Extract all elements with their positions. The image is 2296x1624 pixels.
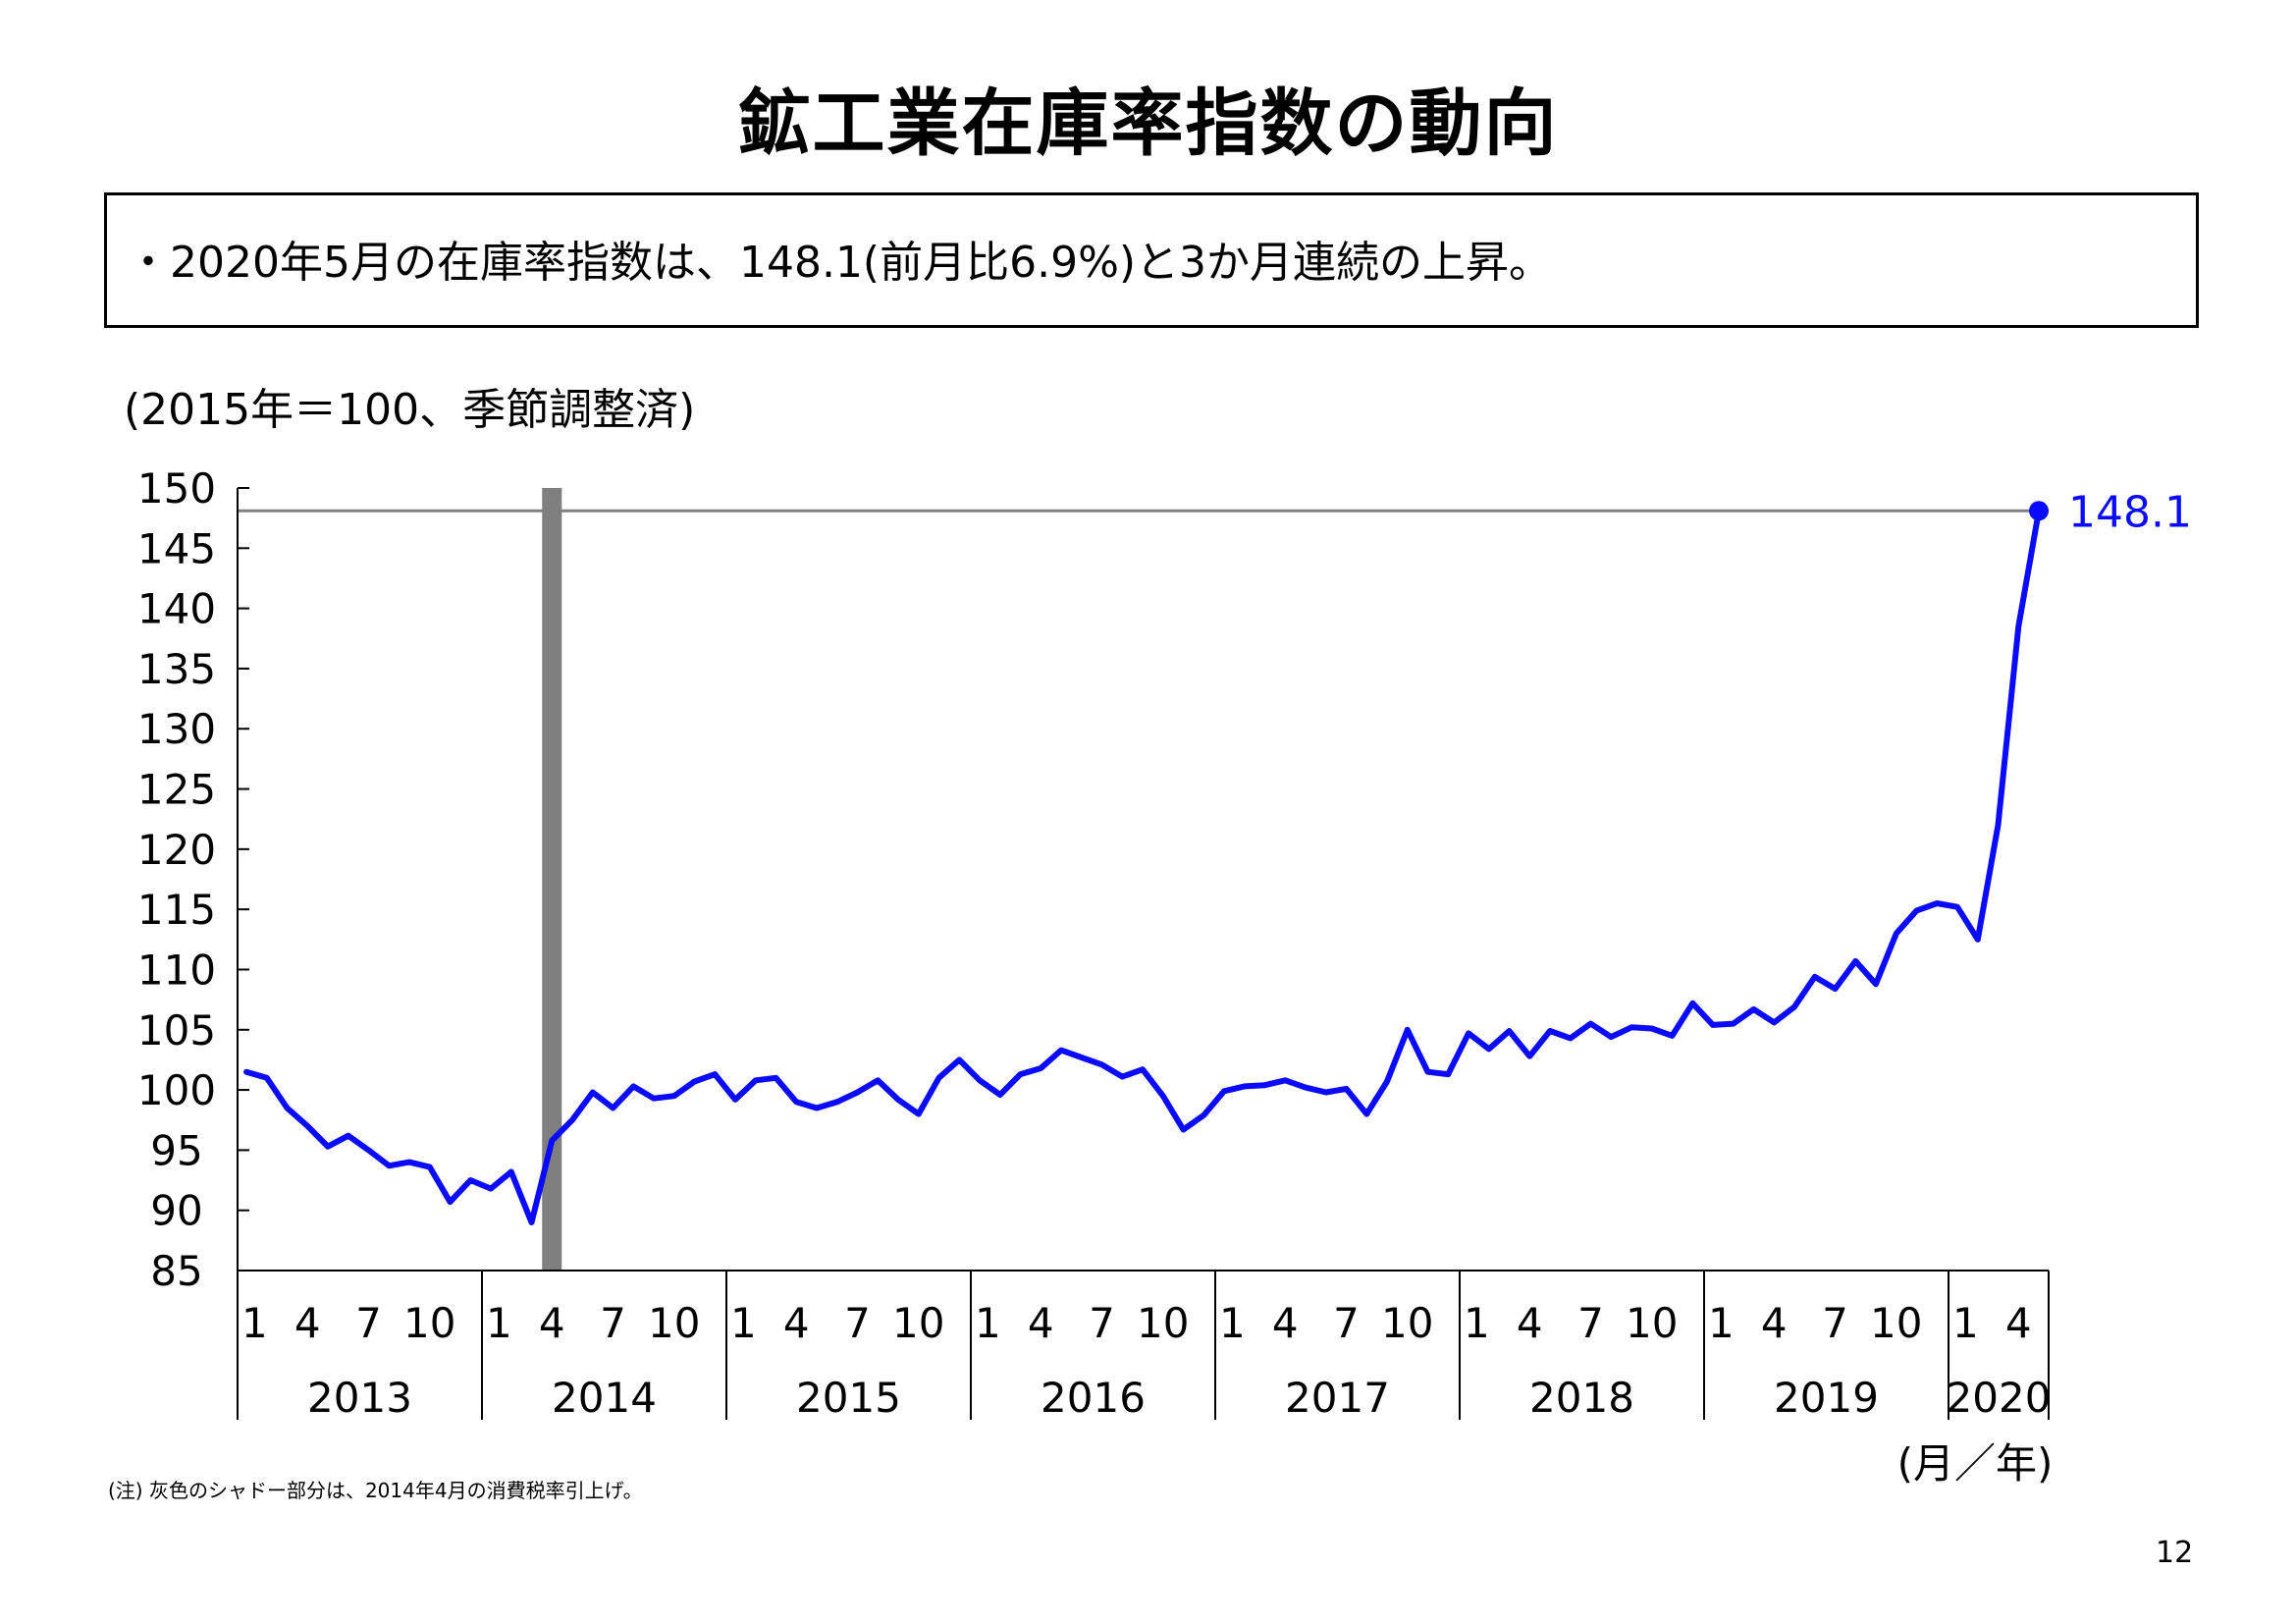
month-tick-label: 10 [1870,1299,1922,1347]
tax-hike-shade-layer [542,488,562,1271]
month-tick-label: 10 [892,1299,944,1347]
month-tick-label: 10 [403,1299,455,1347]
y-tick-label: 135 [137,645,216,693]
month-tick-label: 1 [486,1299,512,1347]
unit-label: (2015年＝100、季節調整済) [124,385,696,435]
y-tick-label: 125 [137,766,216,814]
page-title: 鉱工業在庫率指数の動向 [737,81,1559,166]
latest-point-marker [2029,501,2049,521]
y-tick-label: 95 [150,1126,202,1174]
month-tick-label: 1 [1464,1299,1490,1347]
year-label: 2017 [1285,1374,1390,1422]
month-tick-label: 4 [1028,1299,1054,1347]
summary-box: ・2020年5月の在庫率指数は、148.1(前月比6.9%)と3か月連続の上昇。 [104,192,2199,328]
y-tick-label: 130 [137,705,216,753]
month-tick-label: 4 [294,1299,321,1347]
page-number: 12 [2156,1536,2194,1570]
summary-text: ・2020年5月の在庫率指数は、148.1(前月比6.9%)と3か月連続の上昇。 [127,238,1553,288]
month-tick-label: 1 [1219,1299,1246,1347]
y-tick-label: 85 [150,1247,202,1295]
year-label: 2013 [307,1374,412,1422]
series-layer [243,508,2042,1225]
year-label: 2018 [1529,1374,1634,1422]
x-axis-title: (月／年) [1897,1439,2054,1488]
month-tick-label: 1 [1708,1299,1735,1347]
y-tick-label: 120 [137,826,216,874]
y-tick-label: 150 [137,464,216,513]
y-tick-label: 140 [137,585,216,633]
month-tick-label: 7 [1822,1299,1848,1347]
year-label: 2019 [1774,1374,1879,1422]
month-tick-label: 4 [783,1299,810,1347]
month-tick-label: 10 [1381,1299,1433,1347]
y-tick-label: 100 [137,1066,216,1114]
month-tick-label: 4 [1272,1299,1299,1347]
year-label: 2020 [1947,1374,2052,1422]
inventory-ratio-line [243,508,2042,1225]
latest-value-label: 148.1 [2068,487,2192,537]
y-tick-label: 115 [137,886,216,934]
tax-hike-shade [542,488,562,1271]
month-tick-label: 10 [1626,1299,1678,1347]
year-label: 2015 [796,1374,901,1422]
month-tick-label: 4 [2005,1299,2032,1347]
y-tick-label: 90 [150,1187,202,1235]
y-tick-label: 110 [137,946,216,994]
month-tick-label: 10 [648,1299,700,1347]
month-tick-label: 4 [1761,1299,1788,1347]
month-tick-label: 7 [1577,1299,1604,1347]
month-tick-label: 10 [1137,1299,1189,1347]
month-tick-label: 7 [600,1299,626,1347]
month-tick-label: 7 [844,1299,871,1347]
month-tick-label: 7 [1089,1299,1115,1347]
marker-layer: 148.1 [2029,487,2192,537]
month-tick-label: 1 [975,1299,1001,1347]
y-tick-label: 105 [137,1006,216,1055]
year-label: 2014 [552,1374,657,1422]
month-tick-label: 1 [730,1299,757,1347]
month-tick-label: 4 [539,1299,565,1347]
month-tick-label: 7 [355,1299,382,1347]
month-tick-label: 7 [1333,1299,1360,1347]
month-tick-label: 1 [241,1299,268,1347]
footnote: (注) 灰色のシャドー部分は、2014年4月の消費税率引上げ。 [108,1479,643,1502]
y-tick-label: 145 [137,524,216,572]
month-tick-label: 1 [1952,1299,1979,1347]
year-label: 2016 [1041,1374,1146,1422]
month-tick-label: 4 [1517,1299,1543,1347]
